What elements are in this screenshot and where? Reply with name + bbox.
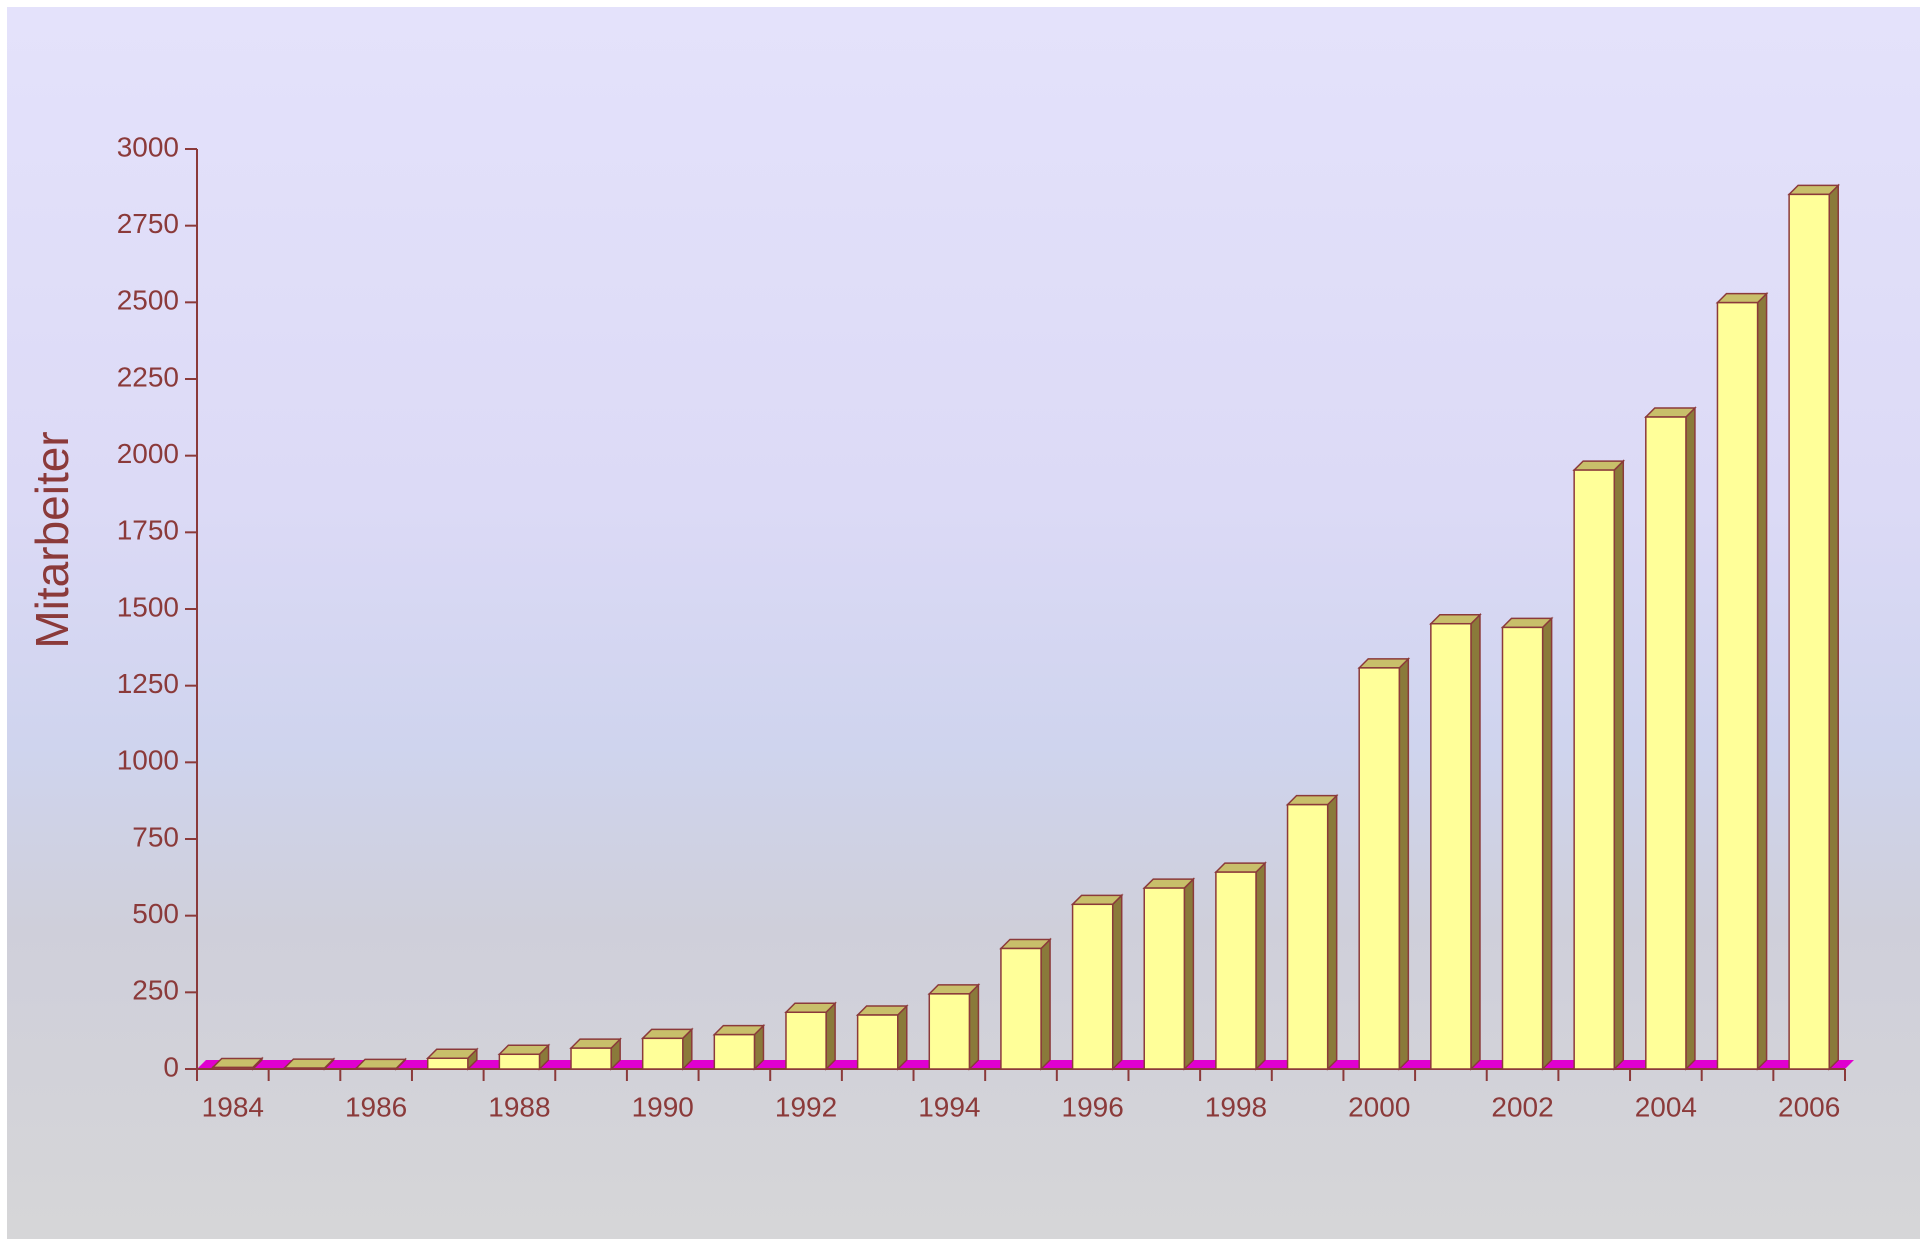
bar [1501,626,1544,1070]
bar [570,1047,612,1070]
bar-top [1572,460,1626,471]
bar [426,1057,469,1070]
bar [1143,887,1186,1070]
y-tick-label: 2250 [117,361,179,392]
bar [1788,193,1830,1070]
x-tick-label: 1994 [918,1091,980,1122]
bar-side [1255,861,1266,1071]
bar [283,1067,326,1070]
bar-side [968,983,980,1071]
bar [856,1014,899,1070]
bar-side [1040,937,1051,1071]
x-tick-label: 1992 [775,1091,837,1122]
bar-top [784,1002,837,1014]
bar-top [210,1057,264,1069]
bar-side [1470,612,1481,1071]
bar-side [1756,291,1768,1071]
bar-top [1285,794,1339,806]
bar [212,1066,254,1070]
bar [785,1011,827,1070]
bar-top [569,1038,622,1049]
bar-top [1357,658,1411,669]
bar [928,993,971,1070]
bar-top [1214,862,1267,873]
bar-side [897,1004,908,1071]
bar-top [425,1048,479,1060]
y-tick-label: 1500 [117,591,179,622]
bar-top [1643,407,1697,418]
bar-side [1326,793,1338,1071]
bar [1573,469,1616,1070]
bar-top [1500,617,1554,629]
bar-top [1142,878,1196,889]
bar [1716,301,1759,1070]
x-tick-label: 1996 [1062,1091,1124,1122]
bar-side [1613,459,1625,1071]
bar [498,1053,541,1070]
bar [641,1037,684,1070]
x-tick-label: 1988 [488,1091,550,1122]
bar-top [855,1005,909,1016]
bar-top [1070,894,1124,906]
x-tick-label: 2002 [1491,1091,1553,1122]
bar-side [825,1001,836,1071]
y-tick-label: 1000 [117,745,179,776]
bar-side [1183,877,1195,1071]
bar-top [640,1028,694,1040]
x-tick-label: 2004 [1635,1091,1697,1122]
bar-top [1429,613,1482,625]
y-tick-label: 1750 [117,515,179,546]
bar-top [712,1024,766,1036]
y-axis-title: Mitarbeiter [26,431,78,648]
y-tick-label: 750 [132,821,179,852]
x-tick-label: 2006 [1778,1091,1840,1122]
bar [1215,871,1257,1070]
bar-top [282,1058,336,1069]
bar-side [1685,406,1696,1071]
bar-top [1787,184,1841,196]
bar-top [354,1058,408,1070]
y-tick-label: 0 [163,1051,179,1082]
bar-side [1111,893,1123,1071]
bar-top [999,938,1052,950]
y-tick-label: 250 [132,975,179,1006]
bar [1286,803,1329,1070]
x-tick-label: 1998 [1205,1091,1267,1122]
bar [1000,947,1042,1070]
bar-top [927,984,981,995]
x-tick-label: 2000 [1348,1091,1410,1122]
x-tick-label: 1986 [345,1091,407,1122]
y-tick-label: 2750 [117,208,179,239]
bar-side [1398,657,1410,1071]
y-tick-label: 1250 [117,668,179,699]
y-tick-label: 500 [132,898,179,929]
bar-top [1715,292,1769,304]
x-tick-label: 1990 [632,1091,694,1122]
x-tick-label: 1984 [202,1091,264,1122]
bar [1071,903,1114,1070]
bar [1645,416,1687,1070]
bar-top [497,1044,551,1056]
bar [1358,667,1401,1070]
y-tick-label: 2500 [117,285,179,316]
y-tick-label: 2000 [117,438,179,469]
bar [713,1033,756,1070]
y-tick-label: 3000 [117,131,179,162]
bar [1430,622,1472,1070]
bar-side [1828,183,1839,1071]
bar [355,1067,397,1070]
bar-side [1541,616,1553,1071]
